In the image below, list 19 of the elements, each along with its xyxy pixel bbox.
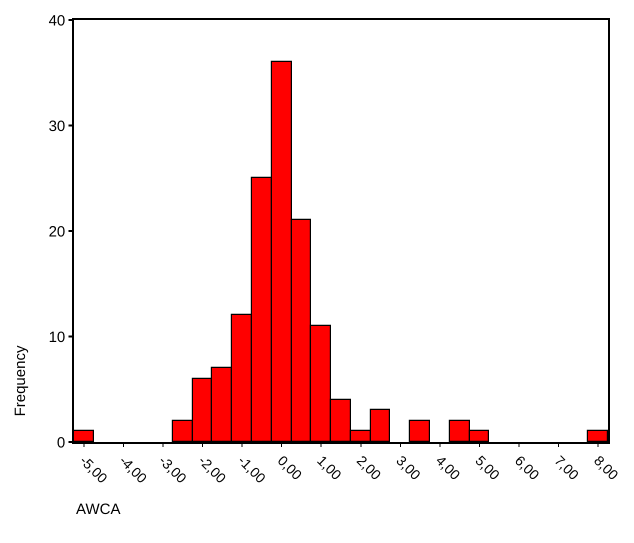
x-tick-label: 1,00 <box>314 452 345 484</box>
x-tick-label: -4,00 <box>116 452 150 486</box>
x-tick-label: 6,00 <box>512 452 543 484</box>
x-axis-title: AWCA <box>76 501 120 518</box>
x-tick-label: 3,00 <box>393 452 424 484</box>
x-tick-label: -1,00 <box>235 452 270 486</box>
x-tick-label: 8,00 <box>591 452 622 484</box>
y-tick-label: 20 <box>48 223 66 240</box>
x-tick-label: 0,00 <box>274 452 306 484</box>
y-tick-label: 40 <box>48 12 66 30</box>
x-tick-label: 2,00 <box>354 452 384 484</box>
y-tick-label: 0 <box>56 434 66 452</box>
x-tick-label: -3,00 <box>156 452 190 486</box>
x-tick-label: -2,00 <box>195 452 230 486</box>
y-tick-label: 10 <box>48 328 66 346</box>
y-axis-title: Frequency <box>12 345 29 416</box>
y-tick-label: 30 <box>48 118 66 135</box>
x-tick-label: 4,00 <box>432 452 464 484</box>
x-tick-label: 5,00 <box>472 452 504 484</box>
